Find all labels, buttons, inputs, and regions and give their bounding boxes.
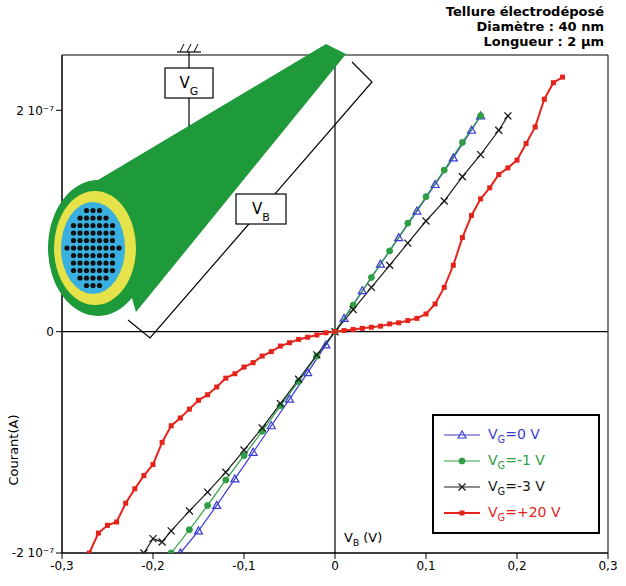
svg-text:0: 0 [331,559,339,573]
html-text:Longueur : 2 µm: Longueur : 2 µm [483,34,604,49]
html-text:VG=+20 V: VG=+20 V [488,503,561,523]
html-text:VB(V): VB(V) [344,530,383,548]
html-text:Tellure électrodéposé: Tellure électrodéposé [445,4,604,19]
html-text:Diamètre : 40 nm: Diamètre : 40 nm [476,19,604,34]
svg-text:VB: VB [252,200,270,224]
html-text:VG=0 V: VG=0 V [488,425,540,445]
svg-text:-0,2: -0,2 [141,559,164,573]
svg-text:-0,1: -0,1 [232,559,255,573]
svg-text:0,2: 0,2 [507,559,526,573]
svg-text:-0,3: -0,3 [50,559,73,573]
html-text:VG=-1 V: VG=-1 V [488,451,545,471]
html-text:Courant(A): Courant(A) [5,414,21,486]
svg-text:0,1: 0,1 [416,559,435,573]
svg-text:-2 10⁻⁷: -2 10⁻⁷ [12,546,54,560]
svg-text:VG: VG [180,74,199,98]
svg-text:2 10⁻⁷: 2 10⁻⁷ [16,104,54,118]
svg-text:0,3: 0,3 [598,559,617,573]
svg-text:0: 0 [46,325,54,339]
html-text:VG=-3 V: VG=-3 V [488,477,545,497]
